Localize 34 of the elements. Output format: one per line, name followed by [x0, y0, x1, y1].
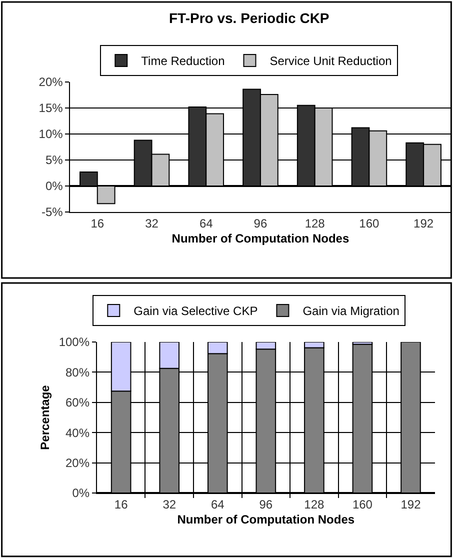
x-tick-label: 16 [90, 216, 104, 230]
x-tick-label: 192 [400, 497, 422, 512]
legend-label: Time Reduction [141, 54, 225, 68]
y-tick-label: 5% [45, 153, 64, 168]
y-tick-label: 0% [72, 486, 90, 500]
x-tick-label: 160 [352, 497, 373, 512]
y-tick-label: -5% [41, 205, 64, 220]
x-tick-label: 32 [162, 497, 176, 512]
x-tick-label: 64 [210, 497, 225, 512]
y-tick-label: 100% [58, 335, 90, 350]
y-tick-label: 10% [38, 127, 64, 142]
x-axis-title: Number of Computation Nodes [172, 231, 350, 246]
x-tick-label: 64 [199, 216, 214, 230]
y-tick-label: 80% [66, 365, 90, 380]
y-tick-label: 20% [66, 456, 90, 470]
y-tick-label: 0% [45, 179, 64, 194]
y-tick-label: 40% [66, 426, 90, 440]
x-tick-label: 128 [304, 497, 325, 512]
x-tick-label: 96 [259, 497, 273, 512]
x-tick-label: 32 [145, 216, 159, 230]
y-tick-label: 60% [66, 396, 90, 410]
y-tick-label: 15% [38, 101, 64, 116]
legend-label: Gain via Selective CKP [134, 304, 258, 318]
legend-label: Gain via Migration [302, 304, 400, 318]
y-axis-title: Percentage [38, 384, 52, 450]
y-tick-label: 20% [38, 75, 64, 90]
x-tick-label: 128 [304, 216, 326, 230]
x-tick-label: 96 [254, 216, 268, 230]
x-tick-label: 192 [414, 216, 434, 230]
x-axis-title: Number of Computation Nodes [177, 512, 355, 526]
legend-label: Service Unit Reduction [270, 54, 392, 68]
x-tick-label: 16 [114, 497, 128, 512]
chart-title: FT-Pro vs. Periodic CKP [169, 10, 330, 26]
x-tick-label: 160 [359, 216, 380, 230]
